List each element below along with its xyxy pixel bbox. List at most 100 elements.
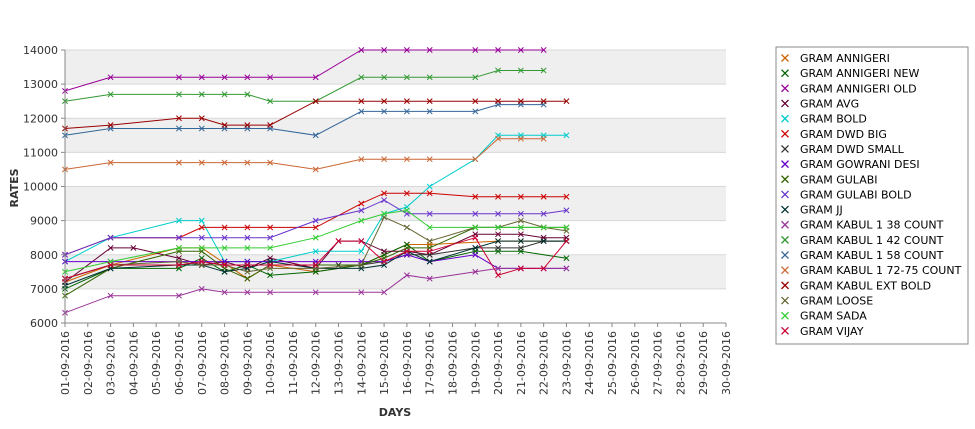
y-tick-label: 13000: [23, 78, 58, 91]
legend-marker: [781, 251, 789, 260]
data-point-marker: [358, 238, 365, 245]
data-point-marker: [403, 190, 410, 197]
data-point-marker: [244, 275, 251, 282]
x-tick-label: 12-09-2016: [310, 331, 323, 395]
data-point-marker: [221, 289, 228, 296]
data-point-marker: [472, 47, 479, 53]
x-axis-title: DAYS: [379, 406, 412, 419]
data-point-marker: [198, 244, 205, 251]
data-point-marker: [267, 262, 274, 268]
data-point-marker: [267, 98, 274, 105]
data-point-marker: [517, 265, 524, 272]
data-point-marker: [495, 47, 502, 53]
x-tick-label: 09-09-2016: [241, 331, 254, 395]
x-tick-label: 18-09-2016: [446, 331, 459, 395]
x-tick-label: 13-09-2016: [333, 331, 346, 395]
x-tick-label: 03-09-2016: [105, 331, 118, 395]
x-tick-label: 02-09-2016: [82, 331, 95, 395]
data-point-marker: [540, 238, 547, 245]
series-gram-vijay: [62, 234, 570, 282]
y-axis-ticks: 6000 7000 8000 9000 10000 11000 12000 13000 1400…: [23, 44, 65, 330]
data-point-marker: [403, 98, 410, 105]
data-point-marker: [221, 234, 228, 241]
legend-item: GRAM KABUL 1 42 COUNT: [781, 234, 944, 247]
data-point-marker: [540, 193, 547, 200]
legend-label: GRAM GULABI BOLD: [800, 188, 912, 201]
data-point-marker: [267, 122, 274, 129]
legend-marker: [781, 160, 789, 169]
legend-label: GRAM SADA: [800, 310, 867, 323]
data-point-marker: [198, 224, 205, 231]
legend-label: GRAM ANNIGERI NEW: [800, 67, 919, 80]
data-point-marker: [472, 244, 479, 251]
data-point-marker: [472, 234, 479, 241]
data-point-marker: [495, 193, 502, 200]
y-tick-label: 12000: [23, 112, 58, 125]
data-point-marker: [495, 210, 502, 217]
data-point-marker: [517, 224, 524, 231]
data-point-marker: [176, 91, 182, 98]
x-tick-label: 25-09-2016: [606, 331, 619, 395]
data-point-marker: [107, 234, 114, 241]
data-point-marker: [495, 272, 502, 279]
data-point-marker: [563, 238, 570, 245]
data-point-marker: [495, 265, 502, 272]
data-point-marker: [176, 217, 182, 224]
data-point-marker: [495, 244, 502, 251]
x-tick-label: 23-09-2016: [560, 331, 573, 395]
data-point-marker: [426, 108, 433, 115]
y-axis-title: RATES: [8, 168, 21, 207]
data-point-marker: [381, 197, 388, 204]
data-point-marker: [381, 248, 388, 255]
data-point-marker: [517, 231, 524, 238]
data-point-marker: [540, 210, 547, 217]
legend-item: GRAM KABUL EXT BOLD: [781, 279, 931, 292]
series-gram-annigeri-old: [62, 47, 547, 94]
data-point-marker: [517, 98, 524, 105]
data-point-marker: [312, 217, 319, 224]
data-point-marker: [312, 234, 319, 241]
data-point-marker: [381, 47, 388, 53]
legend-item: GRAM DWD BIG: [781, 128, 887, 141]
legend-item: GRAM JJ: [781, 204, 843, 217]
data-point-marker: [358, 98, 365, 105]
data-point-marker: [358, 200, 365, 207]
series-layer: [62, 47, 570, 316]
data-point-marker: [107, 292, 114, 299]
x-tick-label: 19-09-2016: [469, 331, 482, 395]
data-point-marker: [198, 74, 205, 81]
legend-item: GRAM SADA: [781, 310, 867, 323]
data-point-marker: [267, 289, 274, 296]
data-point-marker: [563, 98, 570, 105]
data-point-marker: [517, 244, 524, 251]
data-point-marker: [221, 268, 228, 275]
data-point-marker: [244, 91, 251, 98]
data-point-marker: [221, 244, 228, 251]
data-point-marker: [358, 74, 365, 81]
legend-marker: [781, 190, 789, 199]
x-tick-label: 01-09-2016: [59, 331, 72, 395]
data-point-marker: [176, 292, 182, 299]
data-point-marker: [540, 47, 547, 53]
legend-marker: [781, 129, 789, 138]
data-point-marker: [198, 125, 205, 132]
x-tick-label: 21-09-2016: [515, 331, 528, 395]
data-point-marker: [426, 190, 433, 197]
legend-label: GRAM DWD SMALL: [800, 143, 905, 156]
legend-item: GRAM VIJAY: [781, 325, 864, 338]
data-point-marker: [221, 122, 228, 129]
data-point-marker: [426, 248, 433, 255]
legend-marker: [781, 99, 789, 108]
data-point-marker: [403, 47, 410, 53]
data-point-marker: [221, 159, 228, 166]
legend-label: GRAM ANNIGERI OLD: [800, 82, 917, 95]
data-point-marker: [107, 91, 114, 98]
series-line: [64, 70, 544, 102]
data-point-marker: [198, 91, 205, 98]
data-point-marker: [176, 262, 182, 268]
legend-marker: [781, 144, 789, 153]
legend-marker: [781, 235, 789, 244]
x-tick-label: 29-09-2016: [697, 331, 710, 395]
legend-label: GRAM BOLD: [800, 113, 867, 126]
data-point-marker: [517, 67, 524, 74]
